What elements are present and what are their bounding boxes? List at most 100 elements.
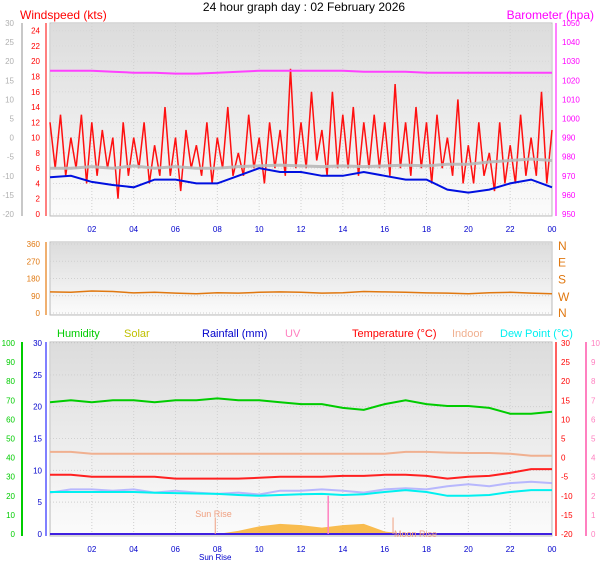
- outer-tick-label: -5: [7, 153, 15, 162]
- temperature-tick-label: -15: [561, 511, 573, 520]
- temp-x-tick-label: 16: [380, 545, 389, 554]
- temperature-tick-label: -20: [561, 530, 573, 539]
- outer-tick-label: 15: [5, 76, 14, 85]
- temp-x-tick-label: 22: [506, 545, 515, 554]
- gust-series: [49, 68, 553, 199]
- wind-x-tick-label: 20: [464, 225, 473, 234]
- windspeed-tick-label: 14: [31, 103, 40, 112]
- sunrise-x-label: Sun Rise: [199, 553, 232, 561]
- windspeed-series: [49, 167, 553, 194]
- outer-tick-label: -20: [2, 210, 14, 219]
- compass-label: N: [558, 306, 567, 320]
- temperature-tick-label: 0: [561, 454, 566, 463]
- rainfall-tick-label: 15: [33, 435, 42, 444]
- wind-x-tick-label: 18: [422, 225, 431, 234]
- dew-point-series: [50, 489, 552, 497]
- annotation-label: Moon Rise: [394, 529, 437, 539]
- wind-x-tick-label: 04: [129, 225, 138, 234]
- temperature-tick-label: 30: [561, 339, 570, 348]
- legend-solar: Solar: [124, 328, 150, 340]
- uv-tick-label: 5: [591, 435, 596, 444]
- compass-label: S: [558, 273, 566, 287]
- temp-x-tick-label: 14: [338, 545, 347, 554]
- legend-humidity: Humidity: [57, 328, 100, 340]
- temperature-tick-label: 20: [561, 377, 570, 386]
- outer-tick-label: 5: [10, 115, 15, 124]
- rainfall-tick-label: 5: [38, 498, 43, 507]
- compass-label: E: [558, 255, 566, 269]
- compass-label: W: [558, 290, 570, 304]
- temperature-tick-label: -10: [561, 492, 573, 501]
- legend-temperature: Temperature (°C): [352, 328, 436, 340]
- direction-tick-label: 270: [27, 257, 41, 266]
- wind-x-tick-label: 02: [87, 225, 96, 234]
- outer-tick-label: 30: [5, 19, 14, 28]
- temp-x-tick-label: 10: [255, 545, 264, 554]
- barometer-tick-label: 990: [562, 134, 576, 143]
- rainfall-tick-label: 0: [38, 530, 43, 539]
- wind-x-tick-label: 14: [338, 225, 347, 234]
- uv-tick-label: 3: [591, 473, 596, 482]
- barometer-tick-label: 980: [562, 153, 576, 162]
- humidity-tick-label: 80: [6, 377, 15, 386]
- uv-tick-label: 10: [591, 339, 600, 348]
- humidity-tick-label: 0: [11, 530, 16, 539]
- humidity-tick-label: 10: [6, 511, 15, 520]
- windspeed-tick-label: 12: [31, 118, 40, 127]
- barometer-tick-label: 950: [562, 210, 576, 219]
- wind-x-tick-label: 16: [380, 225, 389, 234]
- temperature-tick-label: 10: [561, 415, 570, 424]
- windspeed-tick-label: 20: [31, 57, 40, 66]
- indoor-series: [50, 450, 552, 457]
- windspeed-axis-title: Windspeed (kts): [20, 8, 107, 22]
- direction-tick-label: 90: [31, 292, 40, 301]
- uv-tick-label: 1: [591, 511, 596, 520]
- barometer-tick-label: 1050: [562, 19, 580, 28]
- barometer-tick-label: 960: [562, 191, 576, 200]
- humidity-tick-label: 20: [6, 492, 15, 501]
- rainfall-tick-label: 10: [33, 466, 42, 475]
- uv-tick-label: 0: [591, 530, 596, 539]
- temperature-tick-label: 25: [561, 358, 570, 367]
- temp-x-tick-label: 18: [422, 545, 431, 554]
- temp-x-tick-label: 08: [213, 545, 222, 554]
- barometer-tick-label: 1040: [562, 38, 580, 47]
- direction-tick-label: 0: [36, 309, 41, 318]
- barometer-axis-title: Barometer (hpa): [507, 8, 594, 22]
- windspeed-tick-label: 24: [31, 27, 40, 36]
- temp-x-tick-label: 04: [129, 545, 138, 554]
- humidity-tick-label: 30: [6, 473, 15, 482]
- temp-x-tick-label: 02: [87, 545, 96, 554]
- humidity-series: [49, 397, 553, 415]
- chart-title: 24 hour graph day : 02 February 2026: [203, 0, 405, 14]
- compass-label: N: [558, 239, 567, 253]
- humidity-tick-label: 50: [6, 435, 15, 444]
- outer-tick-label: 20: [5, 57, 14, 66]
- lavender-series: [49, 480, 553, 496]
- uv-tick-label: 2: [591, 492, 596, 501]
- uv-tick-label: 4: [591, 454, 596, 463]
- wind-x-tick-label: 22: [506, 225, 515, 234]
- temperature-series: [50, 468, 552, 480]
- temperature-tick-label: 15: [561, 396, 570, 405]
- humidity-tick-label: 40: [6, 454, 15, 463]
- uv-tick-label: 9: [591, 358, 596, 367]
- windspeed-tick-label: 16: [31, 88, 40, 97]
- direction-tick-label: 360: [27, 240, 41, 249]
- wind-x-tick-label: 06: [171, 225, 180, 234]
- annotation-label: Sun Rise: [195, 509, 232, 519]
- legend-uv: UV: [285, 328, 301, 340]
- wind-x-tick-label: 12: [297, 225, 306, 234]
- barometer-tick-label: 1010: [562, 95, 580, 104]
- barometer-tick-label: 970: [562, 172, 576, 181]
- outer-tick-label: -15: [2, 191, 14, 200]
- wind-x-tick-label: 00: [548, 225, 557, 234]
- temp-x-tick-label: 06: [171, 545, 180, 554]
- legend-rainfall: Rainfall (mm): [202, 328, 267, 340]
- temperature-tick-label: 5: [561, 435, 566, 444]
- outer-tick-label: 0: [10, 134, 15, 143]
- rainfall-tick-label: 20: [33, 403, 42, 412]
- wind-x-tick-label: 10: [255, 225, 264, 234]
- rainfall-tick-label: 25: [33, 371, 42, 380]
- windspeed-tick-label: 2: [36, 195, 41, 204]
